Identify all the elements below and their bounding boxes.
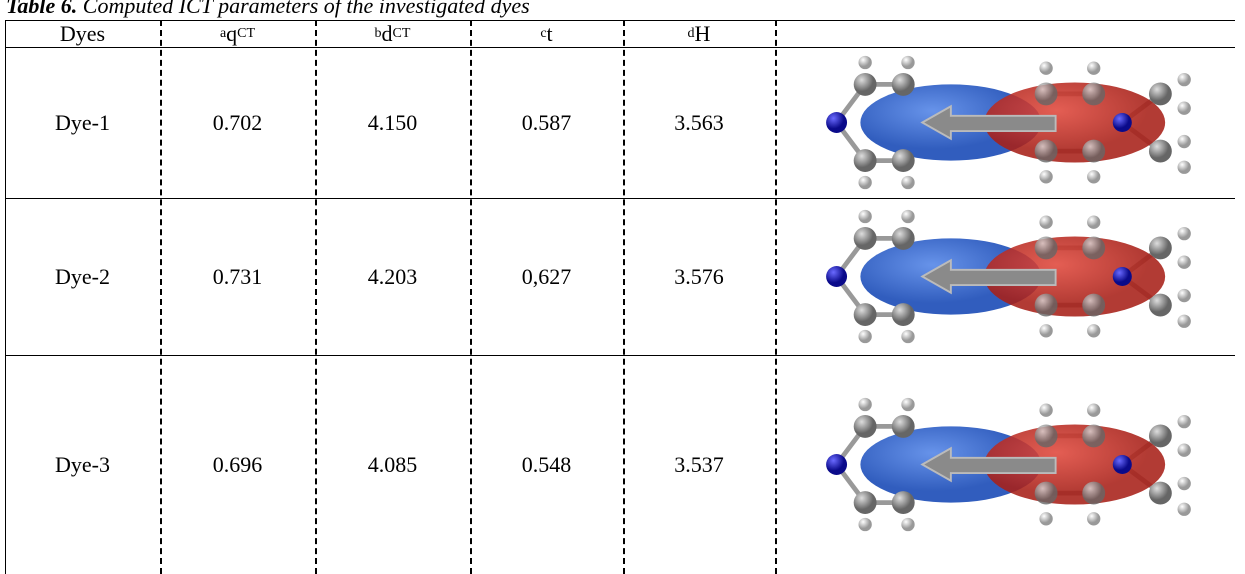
table-cell: 3.563	[623, 47, 775, 198]
table-cell: 3.537	[623, 355, 775, 574]
table-cell: 4.203	[315, 198, 470, 355]
table-cell: 0.696	[160, 355, 315, 574]
table-cell: Dye-2	[5, 198, 160, 355]
column-border	[470, 20, 472, 574]
column-border	[5, 20, 6, 574]
row-border	[5, 20, 1235, 21]
caption-text: Computed ICT parameters of the investiga…	[83, 0, 530, 18]
header-sub: CT	[237, 26, 255, 42]
header-main: q	[226, 21, 237, 47]
table-cell: Dye-3	[5, 355, 160, 574]
header-sup: d	[688, 26, 695, 42]
column-border	[315, 20, 317, 574]
row-border	[5, 198, 1235, 199]
header-main: t	[547, 21, 553, 47]
row-border	[5, 355, 1235, 356]
table-cell: 3.576	[623, 198, 775, 355]
table-cell: 0.548	[470, 355, 623, 574]
header-sup: b	[375, 26, 382, 42]
table-cell: 0.731	[160, 198, 315, 355]
molecule-image	[808, 393, 1208, 536]
caption-label: Table 6.	[6, 0, 77, 18]
column-border	[775, 20, 777, 574]
molecule-image	[808, 205, 1208, 348]
caption: Table 6. Computed ICT parameters of the …	[6, 0, 530, 19]
table-cell: 4.150	[315, 47, 470, 198]
table-cell: 0,627	[470, 198, 623, 355]
table-cell: 0.587	[470, 47, 623, 198]
table-cell: 4.085	[315, 355, 470, 574]
header-main: d	[382, 21, 393, 47]
page: Table 6. Computed ICT parameters of the …	[0, 0, 1245, 574]
header-main: Dyes	[60, 21, 105, 47]
table-cell: Dye-1	[5, 47, 160, 198]
column-border	[623, 20, 625, 574]
header-main: H	[695, 21, 711, 47]
header-cell: Dyes	[5, 20, 160, 47]
molecule-image	[808, 51, 1208, 194]
header-sub: CT	[393, 26, 411, 42]
column-border	[160, 20, 162, 574]
table-cell: 0.702	[160, 47, 315, 198]
row-border	[5, 47, 1235, 48]
